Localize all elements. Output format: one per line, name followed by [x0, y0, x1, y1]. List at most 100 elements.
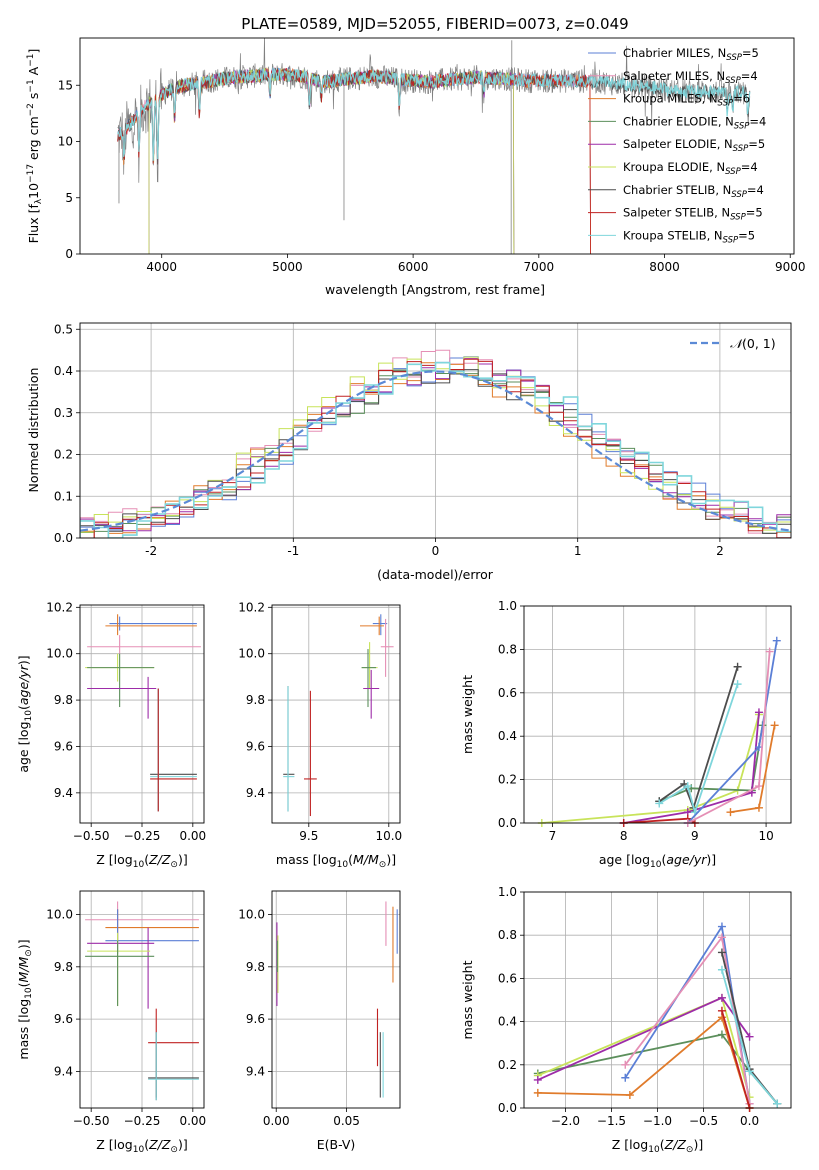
mass_vs_ebv-ytick-label-1: 9.6 [246, 1012, 265, 1026]
weight_vs_Z-xtick-label-1: −1.5 [597, 1114, 626, 1128]
weight_vs_Z-xtick-label-4: 0.0 [740, 1114, 759, 1128]
spectrum-xtick-label-1: 5000 [272, 260, 303, 274]
spectrum-legend-text-0: Chabrier MILES, N [623, 46, 726, 60]
mass-vs-Z-xlabel: Z [log10(Z/Z⊙)] [96, 1137, 187, 1155]
weight_vs_Z-ytick-label-1: 0.2 [498, 1058, 517, 1072]
weight-vs-Z-marker-2-0 [533, 1075, 542, 1084]
mass_vs_ebv-grid [272, 891, 400, 1108]
weight-vs-age-marker-6-2 [772, 636, 781, 645]
mass_vs_Z-ytick-label-1: 9.6 [54, 1012, 73, 1026]
age-vs-Z-panel: −0.50 −0.25 0.00 9.4 9.6 9.8 10.0 10.2 Z [log10(… [16, 600, 206, 870]
weight-vs-Z-marker-7-0 [717, 965, 726, 974]
weight-vs-Z-line-salpeter-stelib [721, 1010, 751, 1108]
weight_vs_Z-ytick-label-5: 1.0 [498, 885, 517, 899]
residuals-xtick-label-4: 2 [716, 544, 724, 558]
spectrum-legend-n-4: =5 [748, 137, 765, 151]
residuals-ytick-label-1: 0.1 [54, 489, 73, 503]
mass_vs_Z-ytick-label-2: 9.8 [54, 960, 73, 974]
spectrum-legend-text-2: Kroupa MILES, N [623, 92, 718, 106]
residuals-ytick-label-5: 0.5 [54, 322, 73, 336]
spectrum-xlabel: wavelength [Angstrom, rest frame] [325, 282, 545, 297]
weight-vs-age-marker-7-1 [754, 782, 763, 791]
spectrum-legend-text-7: Salpeter STELIB, N [623, 206, 730, 220]
weight_vs_age-xtick-label-0: 7 [549, 829, 557, 843]
weight_vs_age-ytick-label-1: 0.2 [498, 773, 517, 787]
weight-vs-Z-marker-6-0 [717, 948, 726, 957]
spectrum-legend-text-4: Salpeter ELODIE, N [623, 137, 733, 151]
age_vs_Z-ytick-label-0: 9.4 [54, 786, 73, 800]
weight-vs-age-line-salpeter-elodie [623, 712, 760, 823]
age_vs_Z-ytick-label-3: 10.0 [46, 647, 73, 661]
weight-vs-age-marker-4-0 [655, 799, 664, 808]
spectrum-frame [79, 37, 795, 255]
residuals-xtick-label-2: 0 [432, 544, 440, 558]
mass_vs_ebv-xtick-label-0: 0.00 [263, 1114, 290, 1128]
age-vs-Z-ylabel: age [log10(age/yr)] [16, 655, 34, 772]
plots: 4000 5000 6000 7000 8000 9000051015wavelength… [16, 37, 806, 1155]
weight-vs-Z-ylabel: mass weight [460, 960, 475, 1039]
spectrum-xtick-label-3: 7000 [524, 260, 555, 274]
weight_vs_age-frame [523, 605, 792, 824]
weight-vs-Z-marker-2-1 [717, 993, 726, 1002]
mass_vs_ebv-ytick-label-0: 9.4 [246, 1064, 265, 1078]
age_vs_mass-ytick-label-3: 10.0 [238, 647, 265, 661]
residuals-ytick-label-4: 0.4 [54, 364, 73, 378]
mass_vs_Z-xtick-label-2: 0.00 [179, 1114, 206, 1128]
weight-vs-Z-marker-2-2 [745, 1032, 754, 1041]
weight-vs-age-marker-8-1 [754, 803, 763, 812]
mass-vs-ebv-panel: 0.00 0.05 9.4 9.6 9.8 10.0 E(B-V) [238, 890, 401, 1152]
weight-vs-Z-marker-5-1 [625, 1091, 634, 1100]
weight_vs_age-ytick-label-4: 0.8 [498, 642, 517, 656]
weight-vs-age-marker-4-3 [733, 680, 742, 689]
weight-vs-Z-marker-4-0 [621, 1060, 630, 1069]
residuals-xtick-label-1: -1 [287, 544, 299, 558]
weight-vs-age-line-chabrier-elodie [658, 725, 764, 803]
spectrum-ylabel: Flux [fλ10−17 erg cm−2 s−1 A−1] [26, 49, 44, 244]
spectrum-legend-label-3: Chabrier ELODIE, NSSP=4 [623, 114, 766, 131]
spectrum-legend-text-6: Chabrier STELIB, N [623, 183, 731, 197]
weight-vs-Z-marker-8-0 [717, 1006, 726, 1015]
spectrum-xtick-label-5: 9000 [775, 260, 806, 274]
spectrum-legend-label-5: Kroupa ELODIE, NSSP=4 [623, 160, 758, 177]
mass_vs_ebv-xtick-label-1: 0.05 [333, 1114, 360, 1128]
spectrum-legend-text-8: Kroupa STELIB, N [623, 228, 723, 242]
age_vs_Z-ytick-label-4: 10.2 [46, 600, 73, 614]
weight-vs-age-marker-4-1 [683, 782, 692, 791]
age_vs_mass-ytick-label-0: 9.4 [246, 786, 265, 800]
residuals-xlabel: (data-model)/error [377, 567, 494, 582]
spectrum-ytick-label-3: 15 [58, 78, 73, 92]
mass_vs_Z-xtick-label-1: −0.25 [124, 1114, 161, 1128]
spectrum-model-kroupa-stelib [117, 67, 751, 161]
spectrum-xtick-label-2: 6000 [398, 260, 429, 274]
spectrum-legend-n-5: =4 [741, 160, 758, 174]
weight_vs_age-ytick-label-2: 0.4 [498, 729, 517, 743]
weight_vs_age-ytick-label-5: 1.0 [498, 599, 517, 613]
spectrum-legend-label-6: Chabrier STELIB, NSSP=4 [623, 183, 764, 200]
mass-vs-Z-panel: −0.50 −0.25 0.00 9.4 9.6 9.8 10.0 Z [log10(Z/Z⊙… [16, 890, 206, 1155]
mass_vs_ebv-frame [271, 890, 401, 1109]
weight-vs-age-xlabel: age [log10(age/yr)] [599, 852, 716, 870]
age_vs_Z-ytick-label-1: 9.6 [54, 739, 73, 753]
residuals-ytick-label-2: 0.2 [54, 448, 73, 462]
spectrum-legend-n-1: =4 [741, 69, 758, 83]
residuals-xtick-label-3: 1 [574, 544, 582, 558]
spectrum-legend-label-1: Salpeter MILES, NSSP=4 [623, 69, 758, 86]
weight_vs_Z-ytick-label-2: 0.4 [498, 1015, 517, 1029]
age-vs-mass-panel: 9.5 10.0 9.4 9.6 9.8 10.0 10.2 mass [log10(M/M⊙… [238, 600, 402, 870]
spectrum-legend-label-8: Kroupa STELIB, NSSP=5 [623, 228, 755, 245]
residuals-legend-label: 𝒩(0, 1) [730, 336, 776, 351]
weight_vs_Z-frame [523, 891, 792, 1109]
mass-vs-Z-ylabel: mass [log10(M/M⊙)] [16, 939, 34, 1059]
weight-vs-age-marker-3-3 [733, 662, 742, 671]
age_vs_mass-xtick-label-0: 9.5 [299, 829, 318, 843]
weight-vs-age-marker-2-3 [754, 708, 763, 717]
spectrum-legend-label-2: Kroupa MILES, NSSP=6 [623, 92, 750, 109]
spectrum-legend-text-5: Kroupa ELODIE, N [623, 160, 725, 174]
spectrum-legend-n-0: =5 [742, 46, 759, 60]
weight-vs-age-marker-7-2 [765, 647, 774, 656]
residuals-frame [79, 322, 792, 539]
mass_vs_ebv-ytick-label-3: 10.0 [238, 908, 265, 922]
spectrum-panel: 4000 5000 6000 7000 8000 9000 0 5 10 15 wavelength… [26, 37, 806, 297]
weight_vs_Z-xtick-label-0: −2.0 [551, 1114, 580, 1128]
age_vs_mass-xtick-label-1: 10.0 [375, 829, 402, 843]
